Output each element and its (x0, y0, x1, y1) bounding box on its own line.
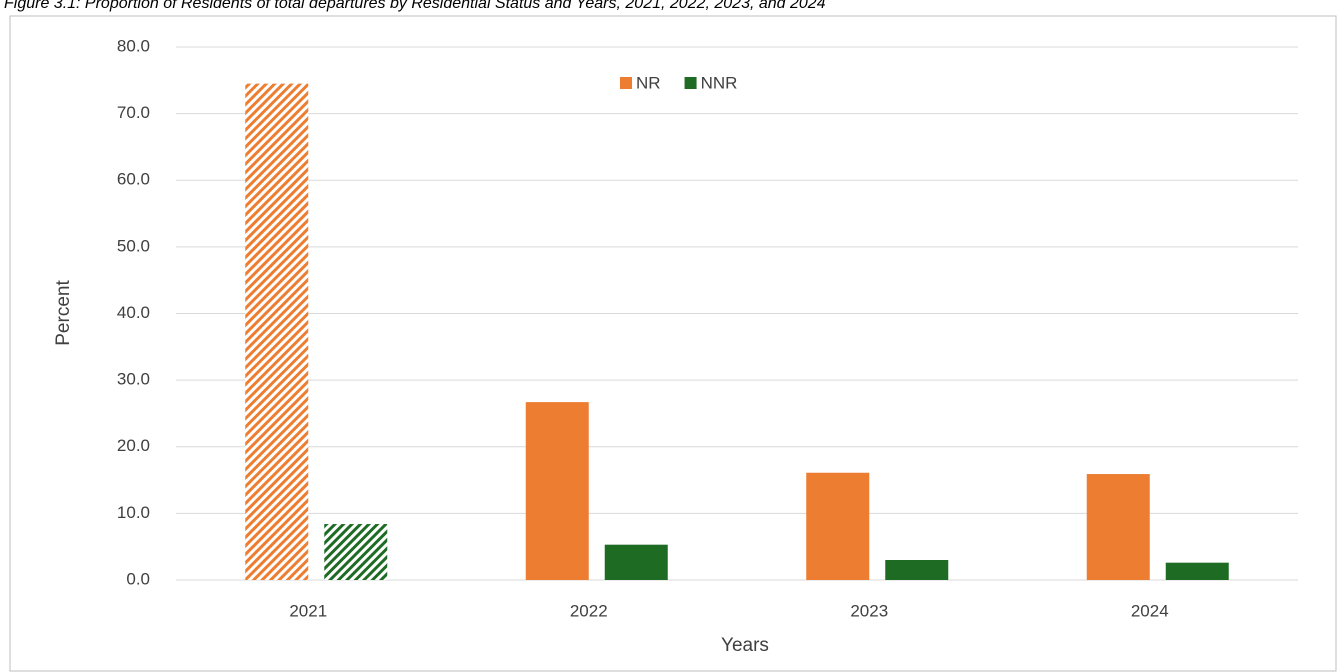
bar (885, 560, 949, 580)
y-axis-label: Percent (53, 280, 74, 346)
x-axis-label: Years (721, 635, 769, 656)
x-tick-label: 2023 (850, 601, 888, 620)
y-tick-label: 10.0 (117, 503, 150, 522)
bar (1165, 562, 1229, 580)
y-tick-label: 70.0 (117, 103, 150, 122)
legend-swatch (620, 77, 632, 89)
legend-swatch (684, 77, 697, 89)
chart-title: Figure 3.1: Proportion of Residents of t… (4, 0, 826, 12)
x-tick-label: 2022 (570, 601, 608, 620)
bar (1086, 474, 1150, 580)
bar (604, 544, 668, 580)
legend-label: NNR (701, 73, 738, 92)
y-tick-label: 30.0 (117, 370, 150, 389)
y-tick-label: 40.0 (117, 303, 150, 322)
x-tick-label: 2021 (289, 601, 327, 620)
bar (525, 402, 589, 580)
y-tick-label: 0.0 (126, 569, 150, 588)
legend-label: NR (636, 73, 661, 92)
bar (245, 83, 309, 581)
bar (806, 472, 870, 580)
y-tick-label: 50.0 (117, 236, 150, 255)
y-tick-label: 60.0 (117, 170, 150, 189)
x-tick-label: 2024 (1131, 601, 1169, 620)
y-tick-label: 20.0 (117, 436, 150, 455)
y-tick-label: 80.0 (117, 36, 150, 55)
bar (324, 524, 388, 580)
